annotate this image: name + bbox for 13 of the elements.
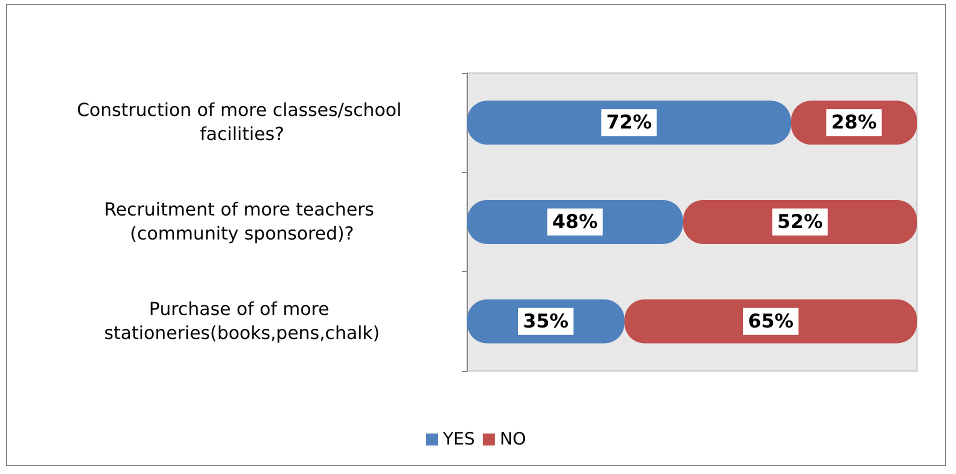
y-tick-label: Construction of more classes/school facilities? — [76, 100, 408, 146]
legend-label: NO — [500, 430, 526, 450]
y-tick-label: Purchase of of more stationeries(books,pens,chalk) — [104, 298, 380, 344]
data-label: 52% — [777, 211, 823, 233]
data-label: 48% — [552, 211, 598, 233]
y-tick-label: Recruitment of more teachers (community sponsored)? — [104, 200, 380, 244]
data-label: 65% — [748, 310, 794, 332]
legend-label: YES — [442, 430, 475, 450]
bar — [467, 100, 791, 145]
data-label: 28% — [831, 112, 877, 134]
data-label: 72% — [606, 112, 652, 134]
data-label: 35% — [523, 310, 568, 332]
bar — [624, 299, 917, 344]
